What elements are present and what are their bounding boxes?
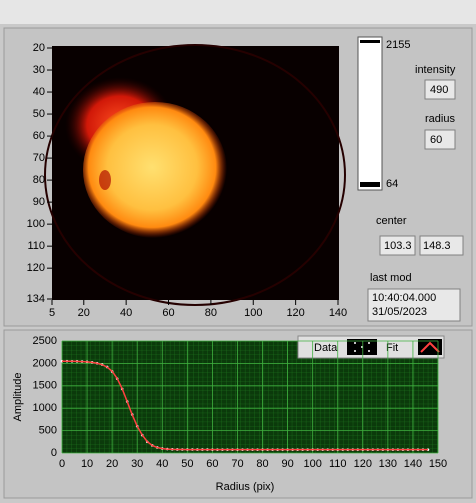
- radius-label: radius: [425, 113, 455, 125]
- legend-swatch: [418, 339, 442, 355]
- x-tick-label: 5: [49, 307, 55, 319]
- y-tick-label: 110: [27, 240, 45, 252]
- x-tick-label: 100: [244, 307, 262, 319]
- center-x: 103.3: [384, 240, 412, 252]
- x-tick-label: 80: [205, 307, 217, 319]
- y-tick-label: 40: [33, 86, 45, 98]
- y-tick-label: 50: [33, 108, 45, 120]
- center-y: 148.3: [423, 240, 451, 252]
- x-tick-label: 90: [281, 458, 293, 470]
- y-tick-label: 1000: [33, 402, 57, 414]
- radius-field[interactable]: [424, 129, 456, 150]
- y-tick-label: 90: [33, 196, 45, 208]
- x-tick-label: 30: [131, 458, 143, 470]
- y-tick-label: 500: [39, 425, 57, 437]
- x-tick-label: 140: [329, 307, 347, 319]
- y-tick-label: 1500: [33, 380, 57, 392]
- x-tick-label: 60: [162, 307, 174, 319]
- x-axis-label: Radius (pix): [216, 481, 275, 493]
- intensity-field[interactable]: [424, 79, 456, 100]
- x-tick-label: 60: [206, 458, 218, 470]
- x-tick-label: 80: [256, 458, 268, 470]
- legend: Data Fit: [297, 335, 445, 359]
- last-mod-date: 31/05/2023: [372, 306, 427, 318]
- x-tick-label: 20: [106, 458, 118, 470]
- intensity-label: intensity: [415, 64, 456, 76]
- last-mod-time: 10:40:04.000: [372, 292, 436, 304]
- intensity-value: 490: [430, 84, 448, 96]
- y-tick-label: 100: [27, 218, 45, 230]
- y-tick-label: 80: [33, 174, 45, 186]
- y-tick-label: 60: [33, 130, 45, 142]
- x-tick-label: 140: [404, 458, 422, 470]
- y-tick-label: 2000: [33, 357, 57, 369]
- colorbar-max: 2155: [386, 39, 410, 51]
- last-mod-label: last mod: [370, 272, 412, 284]
- y-tick-label: 2500: [33, 335, 57, 347]
- x-tick-label: 120: [286, 307, 304, 319]
- center-label: center: [376, 215, 407, 227]
- y-tick-label: 120: [27, 262, 45, 274]
- y-tick-label: 30: [33, 64, 45, 76]
- intensity-image: [44, 44, 346, 306]
- center-x-field[interactable]: [379, 235, 416, 256]
- x-tick-label: 110: [329, 458, 347, 470]
- x-tick-label: 0: [59, 458, 65, 470]
- y-tick-label: 134: [27, 293, 45, 305]
- x-tick-label: 40: [156, 458, 168, 470]
- y-tick-label: 20: [33, 42, 45, 54]
- x-tick-label: 20: [78, 307, 90, 319]
- x-tick-label: 130: [379, 458, 397, 470]
- x-tick-label: 70: [231, 458, 243, 470]
- y-axis-label: Amplitude: [12, 373, 24, 422]
- fit-line: [62, 360, 428, 451]
- toolbar: [0, 0, 476, 24]
- x-tick-label: 120: [354, 458, 372, 470]
- x-tick-label: 100: [303, 458, 321, 470]
- y-tick-label: 70: [33, 152, 45, 164]
- radius-value: 60: [430, 134, 442, 146]
- x-tick-label: 40: [120, 307, 132, 319]
- last-mod-field: [367, 288, 461, 322]
- legend-data: Data: [314, 342, 338, 354]
- y-tick-label: 0: [51, 447, 57, 459]
- colorbar: 2155 64: [357, 36, 410, 191]
- x-tick-label: 10: [81, 458, 93, 470]
- x-tick-label: 150: [429, 458, 447, 470]
- legend-fit: Fit: [386, 342, 398, 354]
- colorbar-min: 64: [386, 178, 398, 190]
- center-y-field[interactable]: [419, 235, 464, 256]
- x-tick-label: 50: [181, 458, 193, 470]
